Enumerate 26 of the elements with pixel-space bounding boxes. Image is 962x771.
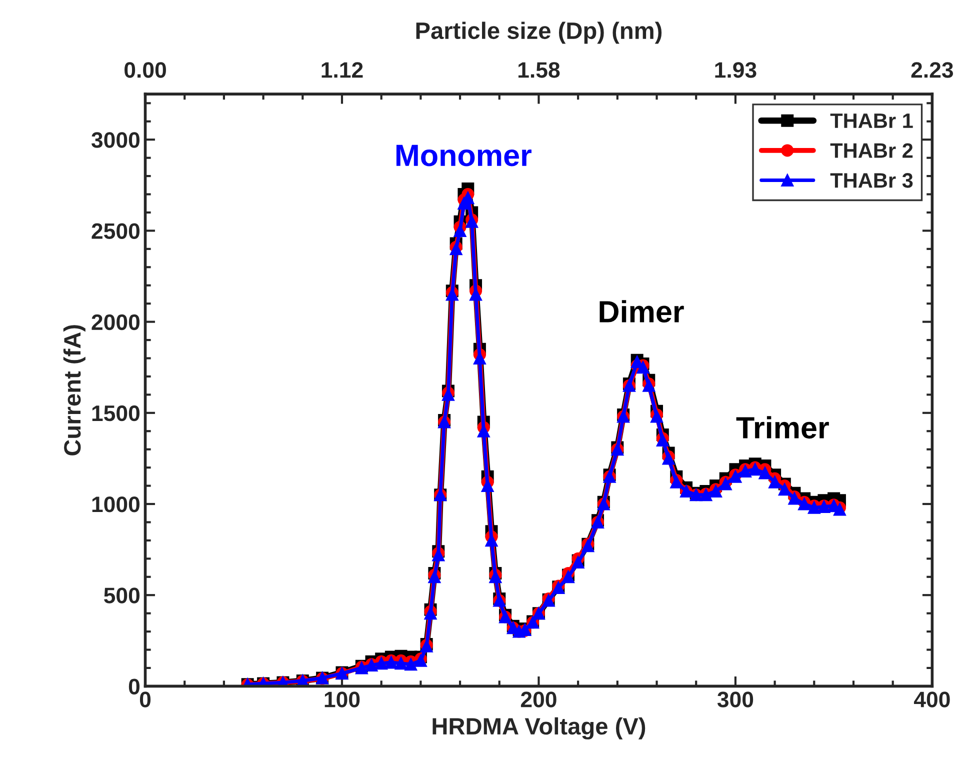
y-tick-label: 2000	[92, 314, 140, 330]
y-tick-label: 0	[128, 678, 140, 694]
legend-label: THABr 3	[830, 173, 913, 188]
x-tick-label: 400	[914, 692, 950, 708]
legend-label: THABr 2	[830, 143, 913, 158]
annotation: Trimer	[736, 416, 829, 439]
annotation: Dimer	[600, 300, 684, 323]
x-axis-title: HRDMA Voltage (V)	[432, 717, 646, 740]
x-tick-label: 200	[520, 692, 556, 708]
text: 1.12	[322, 62, 363, 78]
text: 0.00	[124, 62, 166, 78]
text: 1.58	[518, 62, 560, 78]
y-tick-label: 2500	[92, 223, 140, 239]
text: 1.93	[715, 62, 756, 78]
y-tick-label: 1000	[92, 496, 140, 512]
text: 2.23	[911, 62, 953, 78]
y-tick-label: 500	[104, 588, 140, 604]
x2-axis-title: Particle size (Dp) (nm)	[416, 22, 662, 44]
x-tick-label: 0	[140, 692, 151, 708]
y-axis-title: Current (fA)	[63, 325, 86, 456]
x-tick-label: 100	[324, 692, 360, 708]
y-tick-label: 1500	[92, 405, 140, 422]
x-tick-label: 300	[717, 692, 754, 708]
legend-label: THABr 1	[830, 114, 913, 128]
y-tick-label: 3000	[91, 132, 140, 148]
annotation: Monomer	[396, 144, 532, 166]
